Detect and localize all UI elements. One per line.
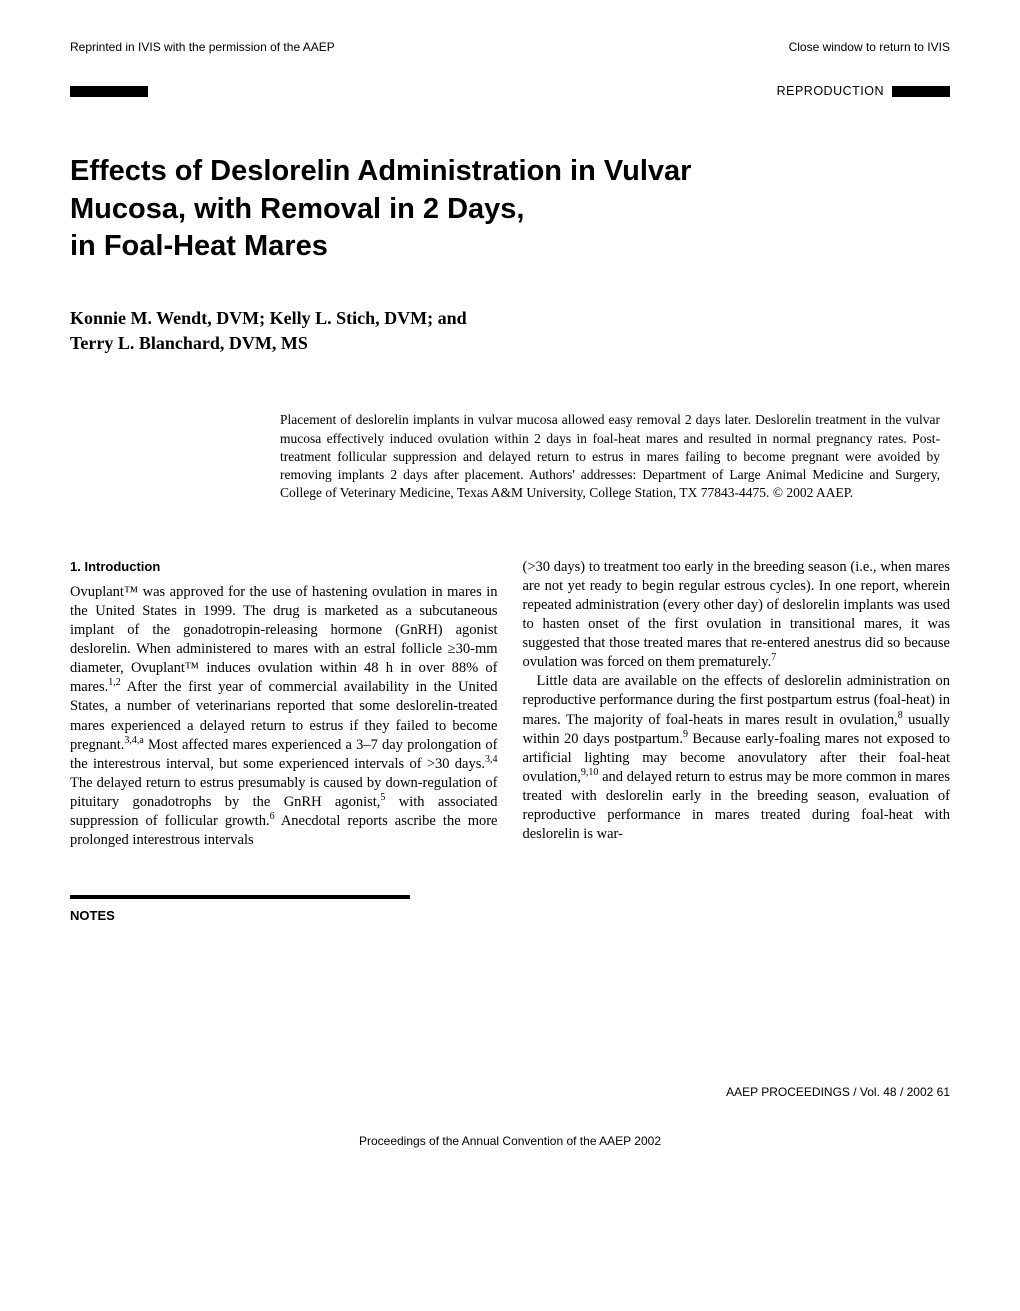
intro-paragraph-right-2: Little data are available on the effects… (523, 672, 951, 844)
abstract: Placement of deslorelin implants in vulv… (280, 411, 940, 502)
authors-line-1: Konnie M. Wendt, DVM; Kelly L. Stich, DV… (70, 308, 467, 328)
title-line-3: in Foal-Heat Mares (70, 230, 328, 262)
decorative-bar-left (70, 86, 148, 97)
authors: Konnie M. Wendt, DVM; Kelly L. Stich, DV… (70, 306, 950, 356)
section-label-bar: REPRODUCTION (70, 84, 950, 98)
authors-line-2: Terry L. Blanchard, DVM, MS (70, 333, 308, 353)
paper-title: Effects of Deslorelin Administration in … (70, 153, 950, 266)
page-header: Reprinted in IVIS with the permission of… (70, 40, 950, 54)
notes-label: NOTES (70, 907, 498, 924)
right-column: (>30 days) to treatment too early in the… (523, 558, 951, 925)
header-left-text: Reprinted in IVIS with the permission of… (70, 40, 335, 54)
notes-rule (70, 895, 410, 899)
decorative-bar-right (892, 86, 950, 97)
left-column: 1. Introduction Ovuplant™ was approved f… (70, 558, 498, 925)
title-line-1: Effects of Deslorelin Administration in … (70, 155, 691, 187)
footer-right: AAEP PROCEEDINGS / Vol. 48 / 2002 61 (70, 1085, 950, 1099)
intro-paragraph-right-1: (>30 days) to treatment too early in the… (523, 558, 951, 673)
section-label: REPRODUCTION (777, 84, 884, 98)
header-right-text: Close window to return to IVIS (789, 40, 950, 54)
body-columns: 1. Introduction Ovuplant™ was approved f… (70, 558, 950, 925)
title-line-2: Mucosa, with Removal in 2 Days, (70, 193, 524, 225)
footer-center: Proceedings of the Annual Convention of … (70, 1134, 950, 1148)
intro-heading: 1. Introduction (70, 558, 498, 575)
intro-paragraph-left: Ovuplant™ was approved for the use of ha… (70, 583, 498, 851)
